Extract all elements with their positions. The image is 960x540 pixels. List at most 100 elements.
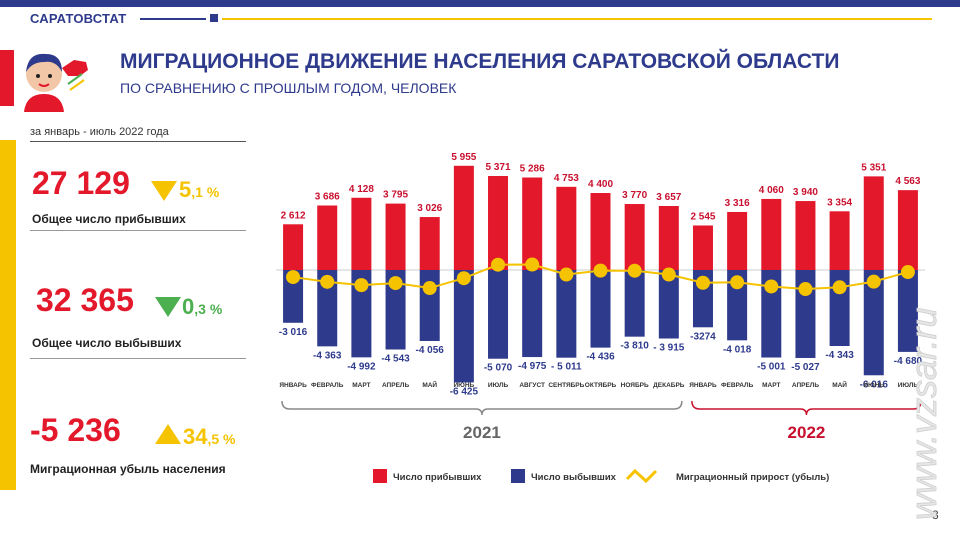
legend-swatch-arrivals xyxy=(373,469,387,483)
kpi-arrow-shape xyxy=(155,297,181,317)
departures-data-label: -3274 xyxy=(690,331,716,342)
net-migration-point xyxy=(525,257,540,272)
arrivals-bar xyxy=(761,198,782,270)
x-tick-label: ФЕВРАЛЬ xyxy=(721,382,754,389)
departures-bar xyxy=(488,270,509,359)
pct-fraction: ,3 % xyxy=(194,301,223,317)
arrow-down-icon xyxy=(151,181,177,201)
arrivals-data-label: 5 286 xyxy=(520,163,545,174)
brand-divider xyxy=(140,18,206,20)
net-migration-point xyxy=(354,278,369,293)
arrivals-data-label: 3 795 xyxy=(383,190,408,201)
x-tick-label: ИЮЛЬ xyxy=(488,382,509,389)
arrivals-data-label: 3 940 xyxy=(793,187,818,198)
departures-total: 32 365 xyxy=(36,282,134,318)
arrivals-data-label: 5 371 xyxy=(486,162,511,173)
kpi-arrow-shape xyxy=(155,424,181,444)
arrivals-data-label: 2 612 xyxy=(281,210,306,221)
page-title: МИГРАЦИОННОЕ ДВИЖЕНИЕ НАСЕЛЕНИЯ САРАТОВС… xyxy=(120,50,840,73)
net-migration-point xyxy=(661,267,676,282)
year-group-label: 2021 xyxy=(463,423,501,442)
net-migration-point xyxy=(730,275,745,290)
departures-data-label: -4 018 xyxy=(723,344,752,355)
arrivals-total: 27 129 xyxy=(32,165,130,201)
departures-bar xyxy=(590,270,611,348)
arrivals-data-label: 3 686 xyxy=(315,191,340,202)
arrivals-bar xyxy=(556,186,577,270)
migration-loss-total: -5 236 xyxy=(30,412,121,448)
arrivals-data-label: 3 026 xyxy=(417,203,442,214)
legend-label-departures: Число выбывших xyxy=(531,472,617,483)
net-migration-point xyxy=(798,282,813,297)
year-group-label: 2022 xyxy=(788,423,826,442)
departures-bar xyxy=(453,270,474,383)
departures-data-label: -4 543 xyxy=(381,354,410,365)
x-tick-label: ОКТЯБРЬ xyxy=(585,382,617,389)
brand-square xyxy=(210,14,218,22)
departures-bar xyxy=(624,270,645,337)
migration-loss-change: 34,5 % xyxy=(183,424,236,450)
arrivals-bar xyxy=(897,190,918,270)
arrivals-bar xyxy=(317,205,338,270)
pct-integer: 5 xyxy=(179,177,192,202)
arrivals-bar xyxy=(829,211,850,270)
kpi-divider xyxy=(30,230,246,231)
departures-data-label: - 3 915 xyxy=(653,343,685,354)
departures-bar xyxy=(658,270,679,339)
arrivals-data-label: 5 955 xyxy=(451,152,476,163)
year-group-brace xyxy=(691,400,922,416)
departures-bar xyxy=(761,270,782,358)
red-accent-bar xyxy=(0,50,14,106)
watermark-text: www.vzsar.ru xyxy=(906,307,944,520)
net-migration-point xyxy=(593,263,608,278)
net-migration-point xyxy=(900,265,915,280)
watermark: www.vzsar.ru xyxy=(906,307,944,521)
departures-data-label: -6 425 xyxy=(450,386,479,397)
arrivals-bar xyxy=(283,224,304,270)
arrow-up-icon xyxy=(155,424,181,444)
arrivals-data-label: 4 400 xyxy=(588,179,613,190)
net-migration-point xyxy=(695,275,710,290)
arrivals-bar xyxy=(419,217,440,270)
departures-data-label: -4 975 xyxy=(518,361,547,372)
yellow-side-bar xyxy=(0,140,16,490)
arrivals-change: 5,1 % xyxy=(179,177,219,203)
x-tick-label: ДЕКАБРЬ xyxy=(653,382,685,389)
departures-data-label: -6 016 xyxy=(860,379,889,390)
arrivals-bar xyxy=(453,165,474,270)
x-tick-label: АПРЕЛЬ xyxy=(792,382,820,389)
net-migration-point xyxy=(422,281,437,296)
departures-data-label: -3 810 xyxy=(620,341,649,352)
arrivals-bar xyxy=(727,211,748,270)
net-migration-point xyxy=(456,271,471,286)
departures-data-label: -4 680 xyxy=(894,356,923,367)
departures-bar xyxy=(351,270,372,358)
x-tick-label: ИЮНЬ xyxy=(453,382,474,389)
net-migration-point xyxy=(320,274,335,289)
net-migration-point xyxy=(866,274,881,289)
pct-fraction: ,5 % xyxy=(207,431,236,447)
page-number: 3 xyxy=(932,508,939,522)
kpi-divider xyxy=(30,358,246,359)
migration-chart: 2 612 -3 016 ЯНВАРЬ 3 686 -4 363 ФЕВРАЛЬ 4 128… xyxy=(276,152,925,484)
pct-integer: 0 xyxy=(182,294,195,319)
departures-data-label: -4 992 xyxy=(347,361,376,372)
arrivals-data-label: 3 316 xyxy=(725,198,750,209)
x-tick-label: МАРТ xyxy=(352,382,370,389)
x-tick-label: МАЙ xyxy=(832,380,847,389)
departures-bar xyxy=(419,270,440,341)
x-tick-label: МАРТ xyxy=(762,382,780,389)
departures-data-label: -5 070 xyxy=(484,363,513,374)
x-tick-label: ИЮНЬ xyxy=(863,382,884,389)
arrivals-data-label: 4 563 xyxy=(895,176,920,187)
arrivals-bar xyxy=(795,201,816,270)
departures-data-label: -4 056 xyxy=(416,345,445,356)
arrivals-data-label: 3 354 xyxy=(827,197,852,208)
departures-bar xyxy=(385,270,406,350)
net-migration-point xyxy=(627,263,642,278)
period-divider xyxy=(30,141,246,142)
x-tick-label: ИЮЛЬ xyxy=(898,382,919,389)
arrivals-data-label: 3 770 xyxy=(622,190,647,201)
top-bar xyxy=(0,0,960,7)
departures-data-label: - 5 011 xyxy=(551,362,582,373)
